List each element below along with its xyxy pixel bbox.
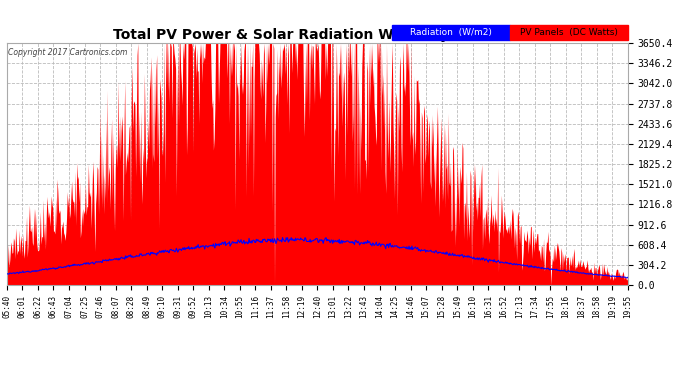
Text: Copyright 2017 Cartronics.com: Copyright 2017 Cartronics.com: [8, 48, 128, 57]
FancyBboxPatch shape: [510, 25, 628, 40]
FancyBboxPatch shape: [392, 25, 510, 40]
Text: PV Panels  (DC Watts): PV Panels (DC Watts): [520, 28, 618, 37]
Title: Total PV Power & Solar Radiation Wed May 17 20:01: Total PV Power & Solar Radiation Wed May…: [112, 28, 522, 42]
Text: Radiation  (W/m2): Radiation (W/m2): [410, 28, 492, 37]
